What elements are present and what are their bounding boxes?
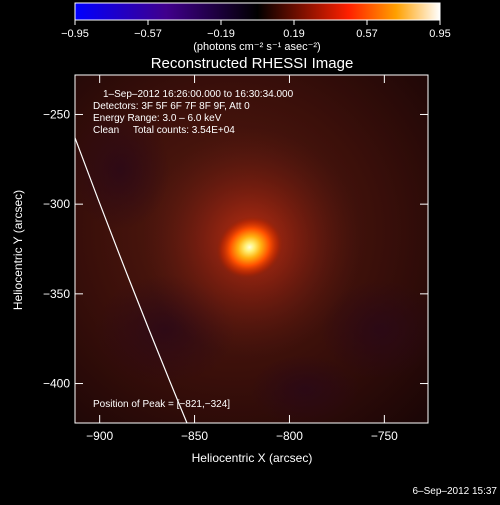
y-axis: −250 −300 −350 −400 [43,107,428,391]
annotation-time-range: 1–Sep–2012 16:26:00.000 to 16:30:34.000 [103,89,294,100]
colorbar-unit-label: (photons cm⁻² s⁻¹ asec⁻²) [193,41,320,53]
image-dark-region [250,355,360,423]
plot-frame [74,74,429,424]
x-tick-label: −800 [276,429,303,443]
colorbar-tick-label: −0.19 [207,28,235,40]
annotation-clean: Clean Total counts: 3.54E+04 [93,125,235,136]
colorbar-gradient [74,2,441,21]
x-tick-label: −900 [86,429,113,443]
colorbar-tick-label: −0.95 [61,28,89,40]
y-tick-label: −400 [43,377,70,391]
x-tick-label: −750 [371,429,398,443]
colorbar-tick-label: 0.57 [356,28,377,40]
colorbar-tick-label: 0.95 [429,28,450,40]
image-dark-region [320,280,428,380]
y-tick-label: −300 [43,197,70,211]
footer-timestamp: 6–Sep–2012 15:37 [412,486,497,497]
annotation-detectors: Detectors: 3F 5F 6F 7F 8F 9F, Att 0 [93,101,250,112]
colorbar-tick-label: −0.57 [134,28,162,40]
x-tick-label: −850 [181,429,208,443]
solar-limb-line [75,137,188,423]
annotations: 1–Sep–2012 16:26:00.000 to 16:30:34.000 … [93,89,294,410]
x-axis: −900 −850 −800 −750 [86,75,398,443]
y-tick-label: −350 [43,287,70,301]
y-tick-label: −250 [43,107,70,121]
annotation-energy: Energy Range: 3.0 – 6.0 keV [93,113,222,124]
colorbar: −0.95 −0.57 −0.19 0.19 0.57 0.95 (photons cm⁻… [61,2,451,53]
y-axis-label: Heliocentric Y (arcsec) [11,190,25,310]
annotation-peak-position: Position of Peak = [−821,−324] [93,399,230,410]
x-axis-label: Heliocentric X (arcsec) [192,451,313,465]
image-plot [75,75,428,423]
colorbar-tick-label: 0.19 [283,28,304,40]
colorbar-ticks: −0.95 −0.57 −0.19 0.19 0.57 0.95 [61,20,451,40]
chart-title: Reconstructed RHESSI Image [151,55,354,72]
peak-source [216,216,283,279]
